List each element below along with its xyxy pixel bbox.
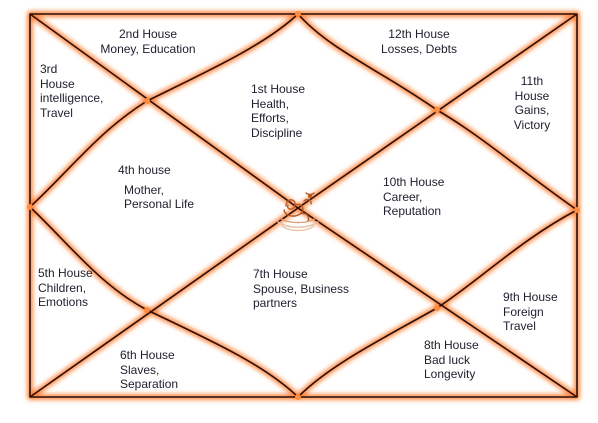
house-3-title: 3rd [40,62,58,76]
house-5-line-2: Emotions [38,295,89,309]
house-9-title: 9th House [503,290,558,304]
house-9-label: 9th House Foreign Travel [503,290,558,334]
house-7-label: 7th House Spouse, Business partners [253,267,349,311]
house-5-line-1: Children, [38,280,87,295]
diagonal-bottom-left [29,207,299,398]
house-8-title: 8th House [424,338,479,352]
house-7-line-1: Spouse, Business [253,281,350,296]
house-1-line-1: Health, [251,96,290,111]
house-8-label: 8th House Bad luck Longevity [424,338,479,382]
house-9-line-2: Travel [503,319,536,333]
house-10-line-1: Career, [383,189,423,204]
house-6-title: 6th House [120,348,175,362]
house-7-title: 7th House [253,267,308,281]
house-11-label: 11th House Gains, Victory [504,74,560,132]
house-3-label: 3rd House intelligence, Travel [40,62,103,120]
house-1-title: 1st House [251,82,306,96]
vertex-lower-left [144,307,150,313]
house-11-title: 11th [520,74,544,88]
house-9-line-1: Foreign [503,304,544,319]
house-1-line-2: Efforts, [251,111,289,125]
vertex-upper-left [144,98,150,104]
house-10-label: 10th House Career, Reputation [383,175,444,219]
house-5-title: 5th House [38,266,93,280]
house-3-line-2: intelligence, [40,91,104,105]
house-11-line-2: Gains, [514,103,550,117]
house-1-label: 1st House Health, Efforts, Discipline [251,82,305,140]
vertex-upper-right [434,107,440,113]
house-4-label: 4th house Mother, Personal Life [118,163,194,212]
house-12-label: 12th House Losses, Debts [373,27,465,56]
house-8-line-1: Bad luck [424,352,471,367]
house-11-line-1: House [514,88,550,103]
house-4-line-2: Personal Life [124,197,195,211]
vertex-right [574,207,580,213]
house-3-line-1: House [40,76,75,91]
vertex-bottom [295,394,301,400]
house-4-line-1: Mother, [124,182,165,197]
vertex-top [295,11,301,17]
house-6-line-2: Separation [120,377,179,391]
om-symbol-icon [277,192,319,232]
house-6-line-1: Slaves, [120,362,160,377]
house-2-label: 2nd House Money, Education [94,27,202,56]
house-5-label: 5th House Children, Emotions [38,266,93,310]
house-11-line-3: Victory [513,117,551,132]
house-12-title: 12th House [388,27,450,41]
vertex-lower-right [434,305,440,311]
house-1-line-3: Discipline [251,125,303,140]
vertex-left [27,204,33,210]
diagonal-top-left [29,13,299,209]
house-2-line-1: Money, Education [100,41,196,56]
house-8-line-2: Longevity [424,367,476,381]
house-10-title: 10th House [383,175,445,189]
house-6-label: 6th House Slaves, Separation [120,348,178,392]
house-3-line-3: Travel [40,105,73,120]
house-12-line-1: Losses, Debts [380,41,458,56]
chart-vertices [27,11,580,400]
diagonal-bottom-right [297,207,578,398]
house-2-title: 2nd House [118,27,178,41]
house-10-line-2: Reputation [383,204,442,218]
house-4-title: 4th house [118,163,171,177]
house-7-line-2: partners [253,296,298,310]
